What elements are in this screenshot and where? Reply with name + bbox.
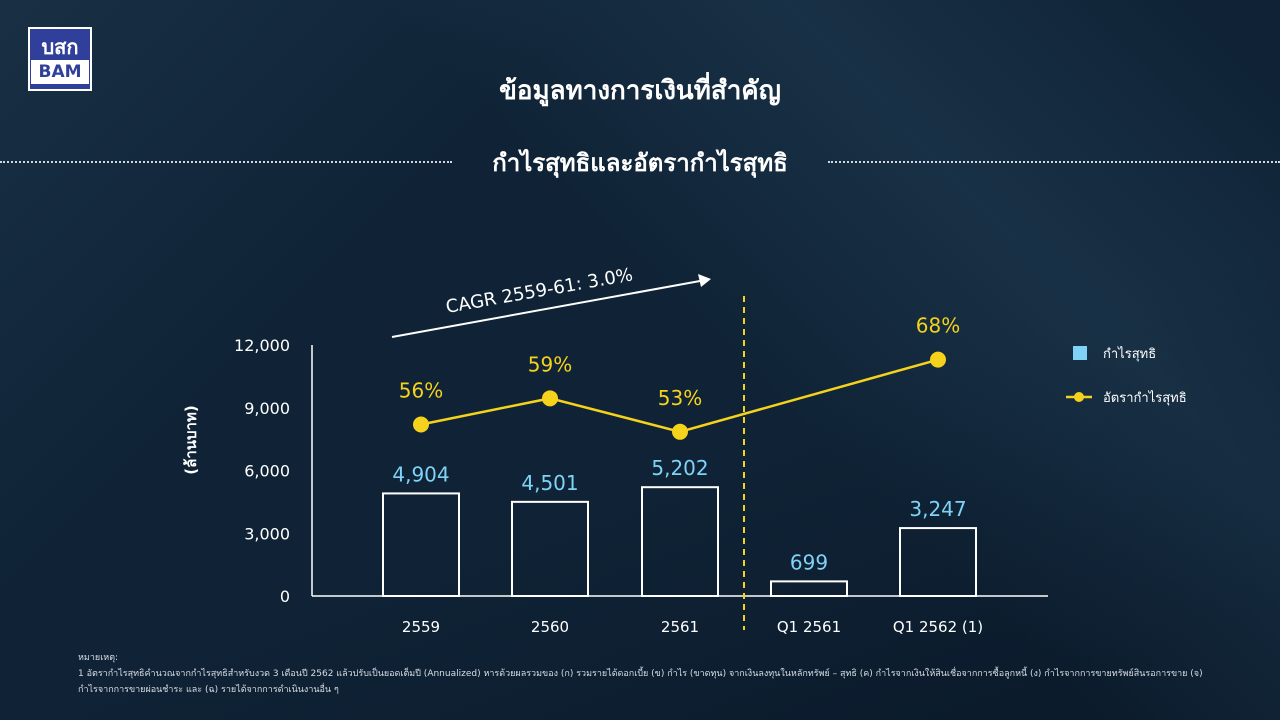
margin-point — [413, 416, 429, 433]
bar-value-label: 5,202 — [651, 456, 708, 480]
x-tick-label: Q1 2561 — [777, 618, 841, 636]
bar — [770, 580, 848, 598]
y-tick-label: 0 — [280, 587, 290, 606]
y-tick-label: 12,000 — [234, 336, 290, 355]
x-tick-label: Q1 2562 (1) — [893, 618, 983, 636]
bar — [382, 492, 460, 597]
left-dotted-divider — [0, 161, 452, 163]
bar-value-label: 4,501 — [521, 471, 578, 495]
bar — [511, 500, 589, 598]
margin-value-label: 59% — [528, 352, 572, 376]
margin-point — [672, 423, 688, 440]
margin-line — [420, 358, 939, 434]
subtitle-row: กำไรสุทธิและอัตรากำไรสุทธิ — [0, 143, 1280, 183]
footnotes: หมายเหตุ: 1 อัตรากำไรสุทธิคำนวณจากกำไรสุ… — [78, 650, 1258, 698]
bar-value-label: 4,904 — [392, 462, 449, 486]
legend-bar-label: กำไรสุทธิ — [1103, 346, 1156, 362]
x-tick-label: 2561 — [661, 618, 699, 636]
logo-english-text: BAM — [31, 60, 89, 84]
footnote-heading: หมายเหตุ: — [78, 653, 119, 663]
chart-subtitle: กำไรสุทธิและอัตรากำไรสุทธิ — [492, 149, 788, 177]
margin-value-label: 53% — [658, 386, 702, 410]
margin-value-label: 68% — [916, 314, 960, 338]
footnote-line-1: 1 อัตรากำไรสุทธิคำนวณจากกำไรสุทธิสำหรับง… — [78, 669, 1203, 679]
margin-point — [930, 351, 946, 368]
x-tick-label: 2560 — [531, 618, 569, 636]
bar-value-label: 699 — [790, 550, 828, 574]
bar-value-label: 3,247 — [909, 497, 966, 521]
y-axis-label: (ล้านบาท) — [182, 405, 200, 474]
legend-line-label: อัตรากำไรสุทธิ — [1103, 390, 1187, 406]
bam-logo: บสก BAM — [28, 27, 92, 91]
y-tick-label: 9,000 — [244, 399, 290, 418]
right-dotted-divider — [828, 161, 1280, 163]
page-title: ข้อมูลทางการเงินที่สำคัญ — [499, 76, 781, 106]
x-tick-label: 2559 — [402, 618, 440, 636]
margin-value-label: 56% — [399, 378, 443, 402]
y-tick-label: 6,000 — [244, 462, 290, 481]
cagr-arrow-line — [391, 280, 701, 338]
margin-point — [542, 390, 558, 407]
y-tick-label: 3,000 — [244, 524, 290, 543]
cagr-arrow-head — [698, 274, 711, 287]
bar — [899, 527, 977, 597]
bar — [641, 486, 719, 597]
legend-line-marker — [1074, 392, 1084, 402]
logo-thai-text: บสก — [41, 35, 79, 59]
legend-bar-swatch — [1073, 346, 1087, 360]
footnote-line-2: กำไรจากการขายผ่อนชำระ และ (ฉ) รายได้จากก… — [78, 685, 339, 695]
